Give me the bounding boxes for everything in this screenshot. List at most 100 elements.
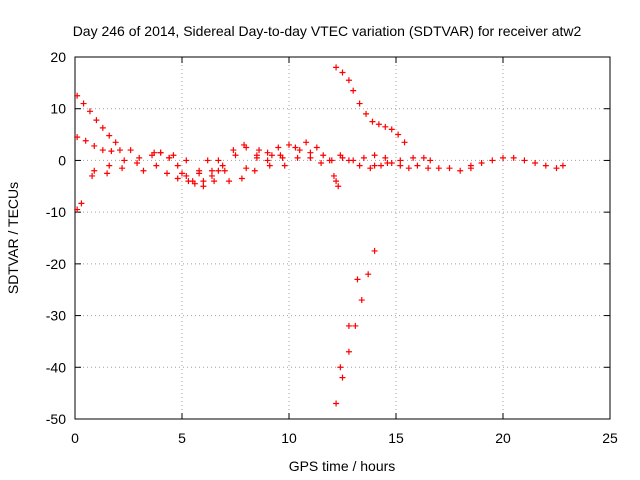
data-point [116,147,123,154]
y-tick-label: -20 [46,256,66,272]
data-point [251,167,258,174]
data-point [313,144,320,151]
data-point [91,167,98,174]
data-point [350,87,357,94]
series-arc-10 [330,172,342,190]
data-point [208,172,215,179]
x-tick-labels: 0 5 10 15 20 25 [71,430,618,446]
data-point [74,206,81,213]
data-point [215,157,222,164]
data-point [384,160,391,167]
data-point [339,69,346,76]
x-tick-label: 10 [281,430,297,446]
series-arc-12 [371,154,434,169]
x-axis-label: GPS time / hours [289,458,396,474]
data-point [136,154,143,161]
data-point [356,162,363,169]
data-point [435,165,442,172]
data-point [200,183,207,190]
data-point [371,247,378,254]
data-point [352,322,359,329]
series-arc-15 [333,64,408,146]
data-point [367,165,374,172]
grid [75,57,610,419]
data-point [74,134,81,141]
data-point [382,123,389,130]
data-point [104,170,111,177]
data-point [425,165,432,172]
data-point [215,167,222,174]
series-arc-5 [91,144,275,190]
y-tick-label: 10 [50,101,66,117]
data-point [339,374,346,381]
data-point [345,77,352,84]
series-arc-11 [337,152,474,174]
data-point [478,160,485,167]
series-arc-8 [243,141,333,172]
series-arc-3 [74,200,85,213]
data-point [281,162,288,169]
series-arc-9 [281,149,335,169]
data-point [371,162,378,169]
data-point [500,154,506,161]
data-point [86,108,93,115]
data-point [204,157,211,164]
data-point [80,100,87,107]
data-point [296,147,303,154]
data-point [388,126,395,133]
data-point [238,175,245,182]
y-axis-label: SDTVAR / TECUs [5,182,21,294]
data-point [221,167,228,174]
data-point [108,148,115,155]
data-point [457,167,464,174]
data-point [121,157,128,164]
series-arc-16 [333,247,378,407]
data-point [279,154,286,161]
data-point [318,160,325,167]
chart-title: Day 246 of 2014, Sidereal Day-to-day VTE… [73,23,582,39]
y-tick-label: -10 [46,204,66,220]
data-point [89,172,96,179]
data-point [112,139,119,146]
data-point [74,92,81,99]
series-arc-17 [337,276,361,371]
x-tick-label: 25 [602,430,618,446]
data-point [307,154,314,161]
data-point [375,121,382,128]
series-arc-14 [467,154,566,172]
data-point [275,144,282,151]
data-point [166,154,173,161]
data-point [371,152,378,159]
data-point [365,271,372,278]
data-point [378,162,385,169]
data-point [93,117,100,124]
data-point [211,178,218,185]
data-point [140,167,147,174]
data-point [467,162,474,169]
data-point [420,154,427,161]
data-point [553,165,560,172]
data-point [354,276,361,283]
data-point [294,154,301,161]
data-point [157,149,164,156]
data-point [241,141,248,148]
y-tick-labels: -50 -40 -30 -20 -10 0 10 20 [46,49,66,427]
data-point [542,162,549,169]
data-point [303,139,310,146]
data-point [356,100,363,107]
data-point [307,149,314,156]
data-point [559,162,566,169]
data-point [397,157,404,164]
data-point [170,152,177,159]
data-point [350,157,357,164]
x-tick-label: 15 [388,430,404,446]
data-point [345,322,352,329]
data-point [106,132,113,139]
data-point [358,297,365,304]
x-tick-label: 0 [71,430,79,446]
axis-ticks [74,56,611,420]
data-point [405,165,412,172]
data-point [243,165,250,172]
data-point [264,157,271,164]
